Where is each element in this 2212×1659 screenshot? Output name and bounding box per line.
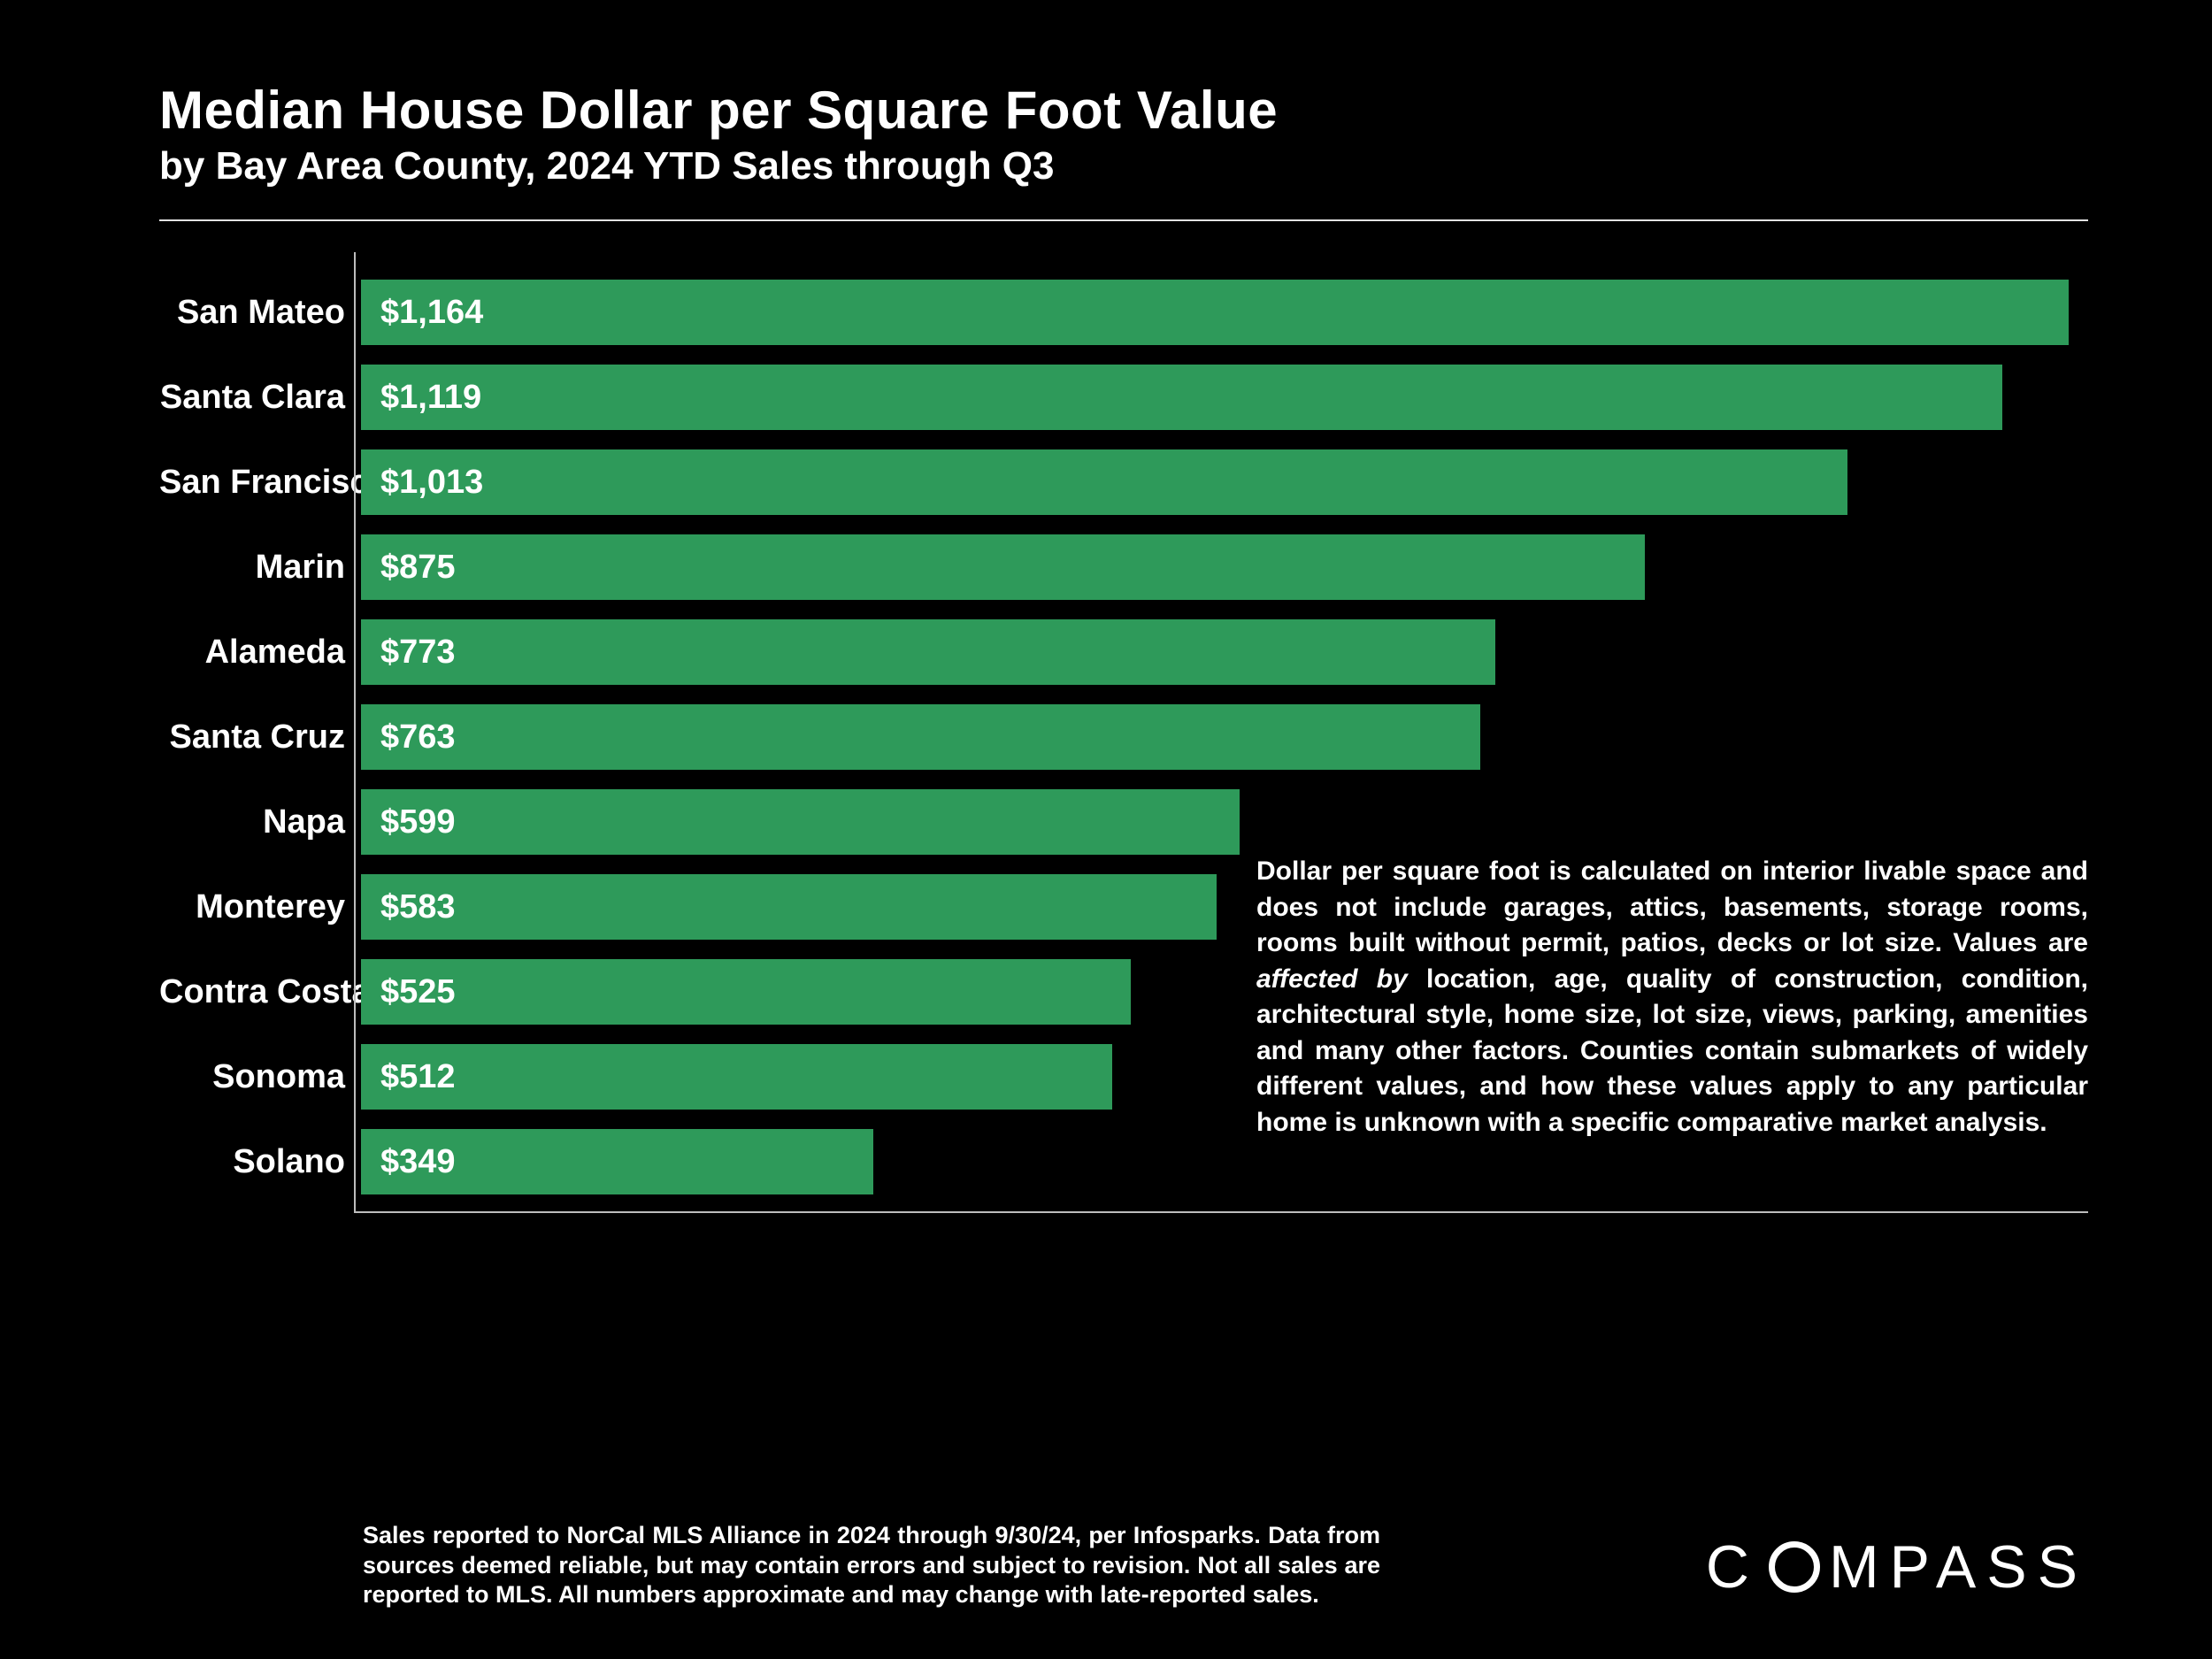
bar: $875 bbox=[361, 534, 1645, 600]
annotation-part-1: Dollar per square foot is calculated on … bbox=[1256, 856, 2088, 957]
page: Median House Dollar per Square Foot Valu… bbox=[0, 0, 2212, 1659]
bar-track: $1,119 bbox=[361, 365, 2088, 430]
bar: $512 bbox=[361, 1044, 1112, 1110]
bar: $525 bbox=[361, 959, 1131, 1025]
chart-title: Median House Dollar per Square Foot Valu… bbox=[159, 80, 2088, 141]
bar-row: Marin $875 bbox=[159, 525, 2088, 610]
bar-track: $599 bbox=[361, 789, 2088, 855]
category-label: Monterey bbox=[159, 888, 361, 926]
annotation-text: Dollar per square foot is calculated on … bbox=[1256, 854, 2088, 1141]
bar-row: Napa $599 bbox=[159, 780, 2088, 864]
bar-track: $875 bbox=[361, 534, 2088, 600]
bar-row: Alameda $773 bbox=[159, 610, 2088, 695]
y-axis-line bbox=[354, 252, 356, 1213]
bar-value-label: $512 bbox=[380, 1058, 456, 1096]
category-label: Sonoma bbox=[159, 1058, 361, 1096]
bar: $1,013 bbox=[361, 449, 1847, 515]
bar-row: Santa Clara $1,119 bbox=[159, 355, 2088, 440]
bar-row: San Francisco $1,013 bbox=[159, 440, 2088, 525]
bar-value-label: $763 bbox=[380, 718, 456, 757]
bar-row: Santa Cruz $763 bbox=[159, 695, 2088, 780]
category-label: Napa bbox=[159, 803, 361, 841]
category-label: Santa Clara bbox=[159, 379, 361, 417]
category-label: Solano bbox=[159, 1143, 361, 1181]
bar: $349 bbox=[361, 1129, 873, 1194]
bar-value-label: $583 bbox=[380, 888, 456, 926]
footnote-text: Sales reported to NorCal MLS Alliance in… bbox=[363, 1521, 1380, 1610]
bar-value-label: $773 bbox=[380, 634, 456, 672]
bar-value-label: $1,119 bbox=[380, 379, 481, 417]
bar-value-label: $525 bbox=[380, 973, 456, 1011]
category-label: Contra Costa bbox=[159, 973, 361, 1011]
category-label: San Francisco bbox=[159, 464, 361, 502]
category-label: San Mateo bbox=[159, 294, 361, 332]
bar: $599 bbox=[361, 789, 1240, 855]
bar-track: $763 bbox=[361, 704, 2088, 770]
bar-track: $773 bbox=[361, 619, 2088, 685]
x-axis-line bbox=[354, 1211, 2088, 1213]
compass-logo: C MPASS bbox=[1706, 1532, 2088, 1601]
bar-track: $1,013 bbox=[361, 449, 2088, 515]
bar: $1,164 bbox=[361, 280, 2069, 345]
category-label: Marin bbox=[159, 549, 361, 587]
chart-subtitle: by Bay Area County, 2024 YTD Sales throu… bbox=[159, 144, 2088, 188]
logo-text-right: MPASS bbox=[1829, 1532, 2088, 1601]
bar: $583 bbox=[361, 874, 1217, 940]
bar-row: San Mateo $1,164 bbox=[159, 270, 2088, 355]
category-label: Alameda bbox=[159, 634, 361, 672]
bar: $773 bbox=[361, 619, 1495, 685]
bar: $1,119 bbox=[361, 365, 2002, 430]
bar-value-label: $1,164 bbox=[380, 294, 483, 332]
title-divider bbox=[159, 219, 2088, 221]
logo-text-left: C bbox=[1706, 1532, 1760, 1601]
bar-value-label: $349 bbox=[380, 1143, 456, 1181]
annotation-emphasis: affected by bbox=[1256, 964, 1408, 994]
logo-o-icon bbox=[1769, 1541, 1820, 1593]
bar: $763 bbox=[361, 704, 1480, 770]
bar-value-label: $875 bbox=[380, 549, 456, 587]
bar-track: $1,164 bbox=[361, 280, 2088, 345]
bar-value-label: $599 bbox=[380, 803, 456, 841]
category-label: Santa Cruz bbox=[159, 718, 361, 757]
bar-value-label: $1,013 bbox=[380, 464, 483, 502]
